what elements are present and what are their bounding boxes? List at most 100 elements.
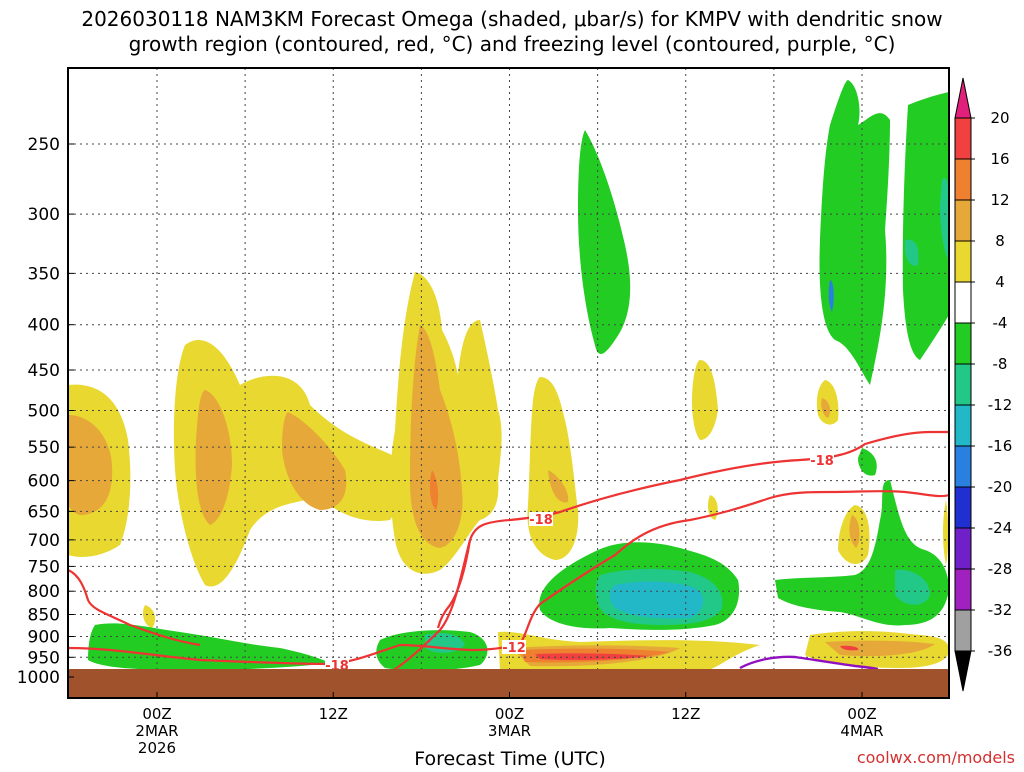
dendritic-contour-lower: [436, 539, 472, 629]
omega-area-weak-sink: [858, 448, 877, 476]
chart-title-line-1: 2026030118 NAM3KM Forecast Omega (shaded…: [81, 7, 942, 31]
x-tick-label: 12Z: [319, 705, 348, 723]
colorbar-tick-label: 12: [990, 191, 1009, 209]
contour-label-bg: [325, 658, 349, 672]
omega-area-weak-sink: [578, 130, 631, 355]
colorbar-tick-label: 8: [995, 232, 1005, 250]
contour-label: -12: [502, 641, 526, 656]
contour-label: -18: [810, 454, 834, 469]
omega-colorbar: 20 16 12 8 4 -4 -8 -12 -16 -20 -24 -28 -32 -36: [954, 77, 1013, 692]
contour-labels: -18 -18 -12 -18: [325, 453, 834, 674]
colorbar-bin: [954, 486, 972, 529]
contour-label-bg: [529, 512, 553, 526]
colorbar-bin: [954, 281, 972, 324]
y-tick-label: 500: [28, 402, 60, 422]
y-tick-label: 950: [28, 648, 60, 668]
omega-area-moderate-rise: [849, 515, 860, 548]
colorbar-bin: [954, 404, 972, 447]
y-tick-label: 850: [28, 606, 60, 626]
omega-area-moderate-sink: [940, 178, 949, 260]
omega-area-weak-rise: [692, 360, 718, 440]
colorbar-bin: [954, 363, 972, 406]
omega-area-weak-sink: [819, 80, 890, 385]
dendritic-contour-upper: [468, 430, 949, 541]
colorbar-tick-label: -28: [988, 560, 1013, 578]
y-tick-label: 900: [28, 627, 60, 647]
colorbar-tick-label: -24: [988, 519, 1013, 537]
credit-text: coolwx.com/models: [857, 748, 1015, 767]
x-tick-label: 00Z: [495, 705, 524, 723]
colorbar-bin: [954, 158, 972, 201]
y-tick-label: 550: [28, 438, 60, 458]
y-tick-label: 250: [28, 135, 60, 155]
dendritic-contour-lower: [384, 539, 472, 676]
y-tick-label: 700: [28, 531, 60, 551]
y-tick-label: 1000: [17, 668, 60, 688]
x-tick-label: 2MAR: [135, 722, 178, 740]
omega-area-moderate-rise: [195, 390, 232, 525]
freezing-level-contour: [739, 655, 879, 671]
omega-area-very-strong-rise: [840, 645, 859, 651]
omega-area-weak-rise: [943, 500, 949, 565]
omega-area-moderate-rise: [821, 398, 830, 418]
x-tick-label: 00Z: [142, 705, 171, 723]
colorbar-bin: [954, 199, 972, 242]
colorbar-tick-label: -4: [993, 314, 1008, 332]
colorbar-bin: [954, 527, 972, 570]
omega-area-moderate-rise: [282, 412, 347, 510]
colorbar-tick-label: 20: [990, 109, 1009, 127]
colorbar-bin: [954, 322, 972, 365]
y-tick-label: 300: [28, 205, 60, 225]
colorbar-bin: [954, 568, 972, 611]
omega-area-moderate-rise: [68, 415, 113, 515]
colorbar-bin: [954, 445, 972, 488]
contour-label-bg: [810, 453, 834, 467]
omega-area-strong-sink: [828, 280, 834, 312]
dendritic-contour-mid: [519, 490, 950, 646]
omega-area-moderate-rise: [410, 325, 463, 548]
colorbar-tick-label: 16: [990, 150, 1009, 168]
x-tick-label: 4MAR: [840, 722, 883, 740]
colorbar-tick-label: -36: [988, 642, 1013, 660]
colorbar-bin: [954, 240, 972, 283]
pressure-axis: 2503003504004505005506006507007508008509…: [17, 135, 74, 688]
y-tick-label: 450: [28, 361, 60, 381]
y-tick-label: 800: [28, 582, 60, 602]
dendritic-contour-left: [67, 568, 201, 647]
colorbar-tick-label: -20: [988, 478, 1013, 496]
x-tick-label: 00Z: [847, 705, 876, 723]
colorbar-bin: [954, 609, 972, 652]
colorbar-under-triangle: [954, 650, 972, 692]
omega-area-weak-rise: [142, 605, 156, 628]
colorbar-bin: [954, 117, 972, 160]
x-axis-label: Forecast Time (UTC): [414, 748, 605, 768]
contour-label-bg: [502, 640, 526, 654]
x-tick-label: 12Z: [671, 705, 700, 723]
y-tick-label: 650: [28, 502, 60, 522]
omega-area-very-strong-rise: [535, 653, 650, 660]
y-tick-label: 400: [28, 316, 60, 336]
x-tick-label: 3MAR: [488, 722, 531, 740]
omega-area-weak-sink: [88, 623, 330, 670]
x-tick-label: 2026: [138, 739, 176, 757]
omega-area-moderate-rise: [548, 470, 569, 503]
omega-area-strong-rise: [429, 470, 439, 510]
chart-title-line-2: growth region (contoured, red, °C) and f…: [129, 32, 896, 56]
y-tick-label: 600: [28, 472, 60, 492]
colorbar-tick-label: -32: [988, 601, 1013, 619]
omega-area-moderate-sink: [895, 569, 930, 605]
y-tick-label: 350: [28, 264, 60, 284]
colorbar-over-triangle: [954, 77, 972, 119]
colorbar-tick-label: -8: [993, 355, 1008, 373]
plot-frame: [67, 67, 950, 699]
y-tick-label: 750: [28, 557, 60, 577]
colorbar-tick-label: 4: [995, 273, 1005, 291]
colorbar-tick-label: -16: [988, 437, 1013, 455]
omega-area-moderate-rise: [825, 640, 935, 657]
ground-terrain: [68, 669, 949, 698]
omega-shading: [68, 80, 949, 675]
omega-area-moderate-sink: [905, 239, 919, 266]
